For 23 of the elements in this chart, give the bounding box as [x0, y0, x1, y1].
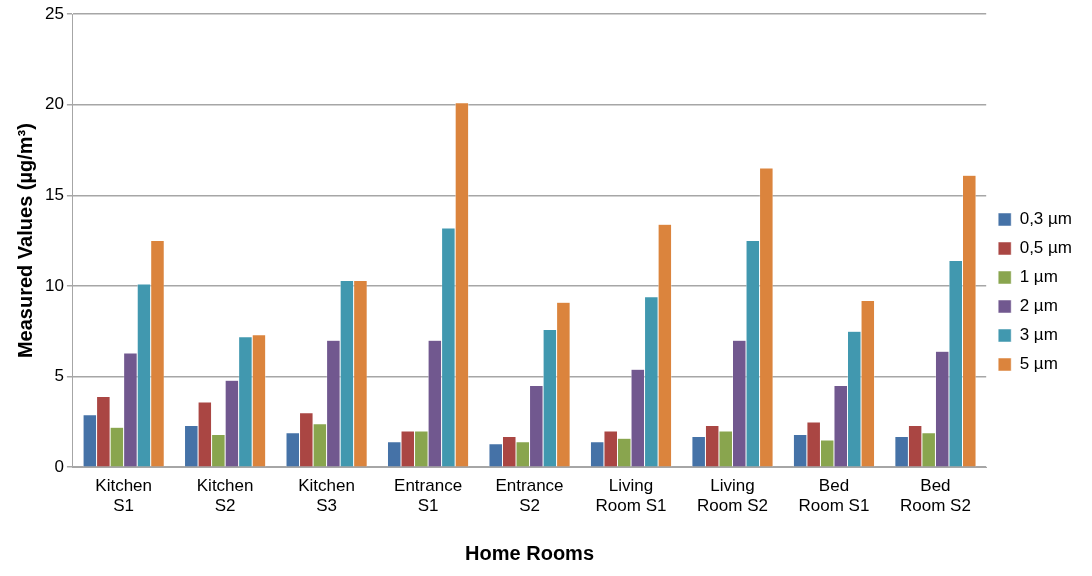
x-tick-label: Kitchen S1 [95, 476, 152, 516]
x-tick-label: Bed Room S1 [798, 476, 870, 516]
legend-label: 1 µm [1019, 267, 1058, 287]
y-tick-label: 15 [44, 184, 64, 204]
legend-label: 0,5 µm [1019, 238, 1072, 258]
y-tick-label: 5 [54, 366, 64, 386]
x-tick-label: Kitchen S2 [196, 476, 254, 516]
legend-label: 2 µm [1019, 296, 1058, 316]
y-axis-title: Measured Values (µg/m³) [13, 123, 36, 359]
legend-label: 0,3 µm [1019, 209, 1072, 229]
legend-label: 5 µm [1019, 354, 1058, 374]
y-tick-label: 0 [54, 456, 64, 476]
x-tick-label: Kitchen S3 [298, 476, 355, 516]
x-tick-label: Living Room S2 [697, 476, 768, 516]
x-axis-title: Home Rooms [465, 541, 594, 564]
x-tick-label: Bed Room S2 [900, 476, 971, 516]
x-tick-label: Entrance S1 [394, 476, 463, 516]
legend-label: 3 µm [1019, 325, 1058, 345]
y-tick-label: 20 [44, 94, 64, 114]
y-tick-label: 10 [44, 275, 64, 295]
x-tick-label: Entrance S2 [495, 476, 564, 516]
y-tick-label: 25 [44, 3, 64, 23]
x-tick-label: Living Room S1 [595, 476, 667, 516]
